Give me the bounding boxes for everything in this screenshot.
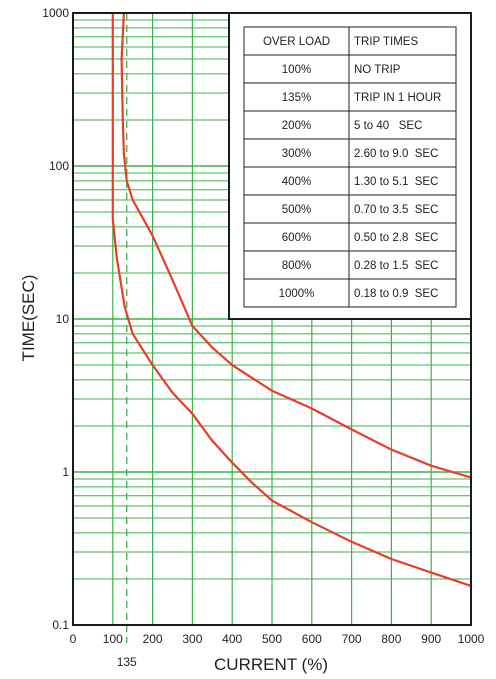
table-row-time: 5 to 40 SEC bbox=[354, 120, 422, 132]
table-panel bbox=[228, 12, 472, 320]
y-tick-label: 1 bbox=[62, 465, 69, 479]
x-tick-label: 300 bbox=[182, 632, 202, 646]
tick-labels: 0 100 200 300 400 500 600 700 800 900 1000 0.1 1 10 10… bbox=[42, 6, 484, 669]
x-axis-title: CURRENT (%) bbox=[214, 655, 328, 674]
table-row-time: NO TRIP bbox=[354, 64, 401, 76]
x-tick-label: 800 bbox=[381, 632, 401, 646]
table-row-load: 400% bbox=[282, 176, 311, 188]
x-tick-label: 500 bbox=[262, 632, 282, 646]
table-row-load: 200% bbox=[282, 120, 311, 132]
x-tick-label: 1000 bbox=[458, 632, 485, 646]
table-row-time: 0.50 to 2.8 SEC bbox=[354, 232, 438, 244]
table-row-load: 135% bbox=[282, 92, 311, 104]
x-tick-label: 400 bbox=[222, 632, 242, 646]
table-row-time: 0.28 to 1.5 SEC bbox=[354, 260, 438, 272]
table-row-load: 300% bbox=[282, 148, 311, 160]
table-row-time: 0.18 to 0.9 SEC bbox=[354, 288, 438, 300]
y-tick-label: 10 bbox=[56, 312, 70, 326]
x-tick-label: 200 bbox=[143, 632, 163, 646]
table-row-load: 500% bbox=[282, 204, 311, 216]
x-tick-label: 0 bbox=[70, 632, 77, 646]
table-row-load: 800% bbox=[282, 260, 311, 272]
table-header-load: OVER LOAD bbox=[263, 36, 330, 48]
table-row-load: 1000% bbox=[279, 288, 315, 300]
table-row-time: 0.70 to 3.5 SEC bbox=[354, 204, 438, 216]
trip-curve bbox=[111, 13, 472, 587]
y-tick-label: 100 bbox=[49, 159, 69, 173]
x-tick-label: 900 bbox=[421, 632, 441, 646]
table-row-load: 100% bbox=[282, 64, 311, 76]
y-tick-label: 1000 bbox=[42, 6, 69, 20]
table-header-time: TRIP TIMES bbox=[354, 36, 418, 48]
x-tick-label: 100 bbox=[103, 632, 123, 646]
table-row-load: 600% bbox=[282, 232, 311, 244]
table-row-time: 2.60 to 9.0 SEC bbox=[354, 148, 438, 160]
x-tick-label: 600 bbox=[302, 632, 322, 646]
table-row-time: 1.30 to 5.1 SEC bbox=[354, 176, 438, 188]
trip-times-table: OVER LOAD TRIP TIMES 100% NO TRIP 135% TRIP I… bbox=[228, 12, 472, 320]
marker-label: 135 bbox=[117, 655, 137, 669]
y-axis-title: TIME(SEC) bbox=[19, 275, 38, 362]
trip-curve bbox=[120, 12, 472, 479]
curves bbox=[111, 12, 472, 587]
x-tick-label: 700 bbox=[342, 632, 362, 646]
table-row-time: TRIP IN 1 HOUR bbox=[354, 92, 441, 104]
y-tick-label: 0.1 bbox=[52, 618, 69, 632]
